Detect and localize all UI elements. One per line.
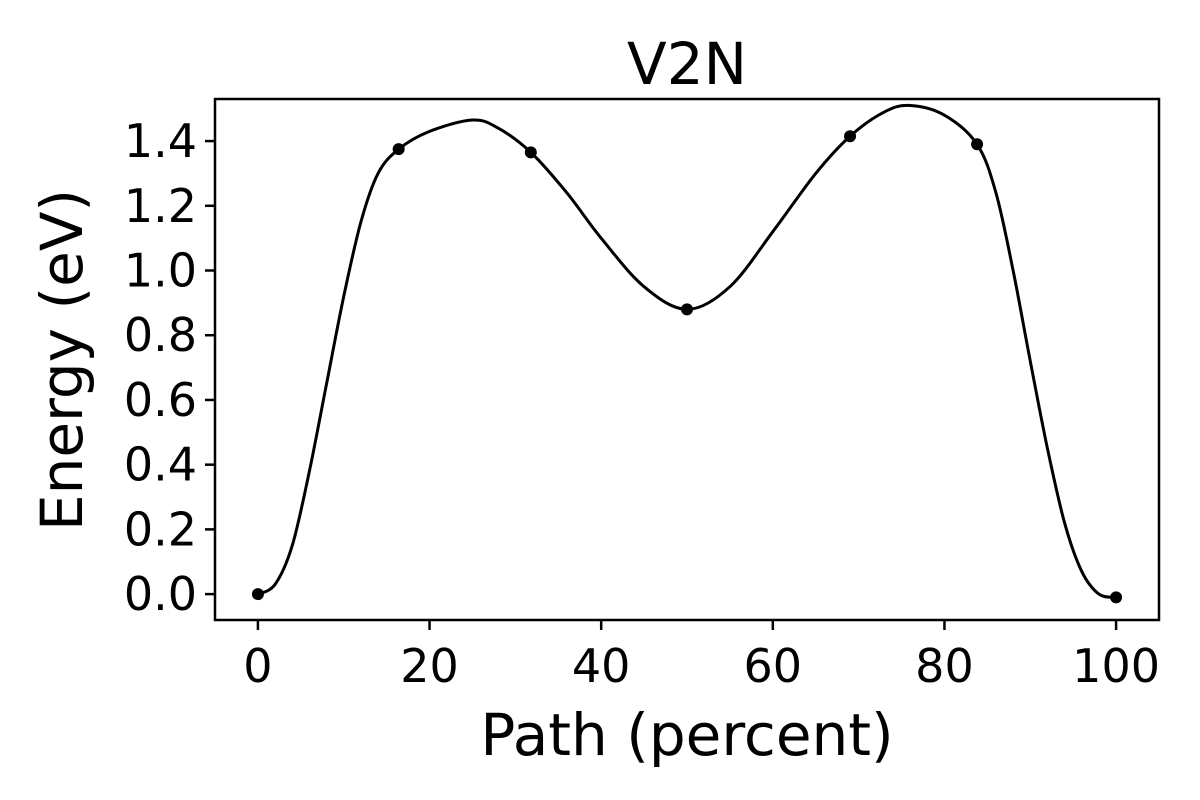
y-tick-label: 0.4 (124, 438, 197, 492)
x-tick-label: 0 (243, 639, 272, 693)
plot-frame (213, 97, 1161, 622)
x-tick-label: 80 (915, 639, 974, 693)
x-tick-label: 100 (1072, 639, 1160, 693)
y-tick-label: 0.2 (124, 502, 197, 556)
data-points (251, 130, 1123, 604)
y-axis: 0.0 0.2 0.4 0.6 0.8 1.0 1.2 1.4 (124, 114, 215, 621)
energy-curve (257, 103, 1117, 599)
chart-title: V2N (627, 30, 747, 98)
data-point (1110, 591, 1123, 604)
y-tick-label: 0.0 (124, 567, 197, 621)
y-tick-label: 0.6 (124, 373, 197, 427)
x-tick-label: 20 (400, 639, 459, 693)
y-tick-label: 1.0 (124, 244, 197, 298)
x-axis: 0 20 40 60 80 100 (243, 620, 1160, 693)
x-axis-label: Path (percent) (480, 701, 893, 769)
data-point (524, 146, 537, 159)
data-point (251, 588, 264, 601)
data-point (844, 130, 857, 143)
data-point (392, 143, 405, 156)
data-point (971, 138, 984, 151)
y-tick-label: 1.2 (124, 179, 197, 233)
y-axis-label: Energy (eV) (28, 189, 96, 531)
y-tick-label: 0.8 (124, 308, 197, 362)
y-tick-label: 1.4 (124, 114, 197, 168)
x-tick-label: 40 (572, 639, 631, 693)
data-point (681, 303, 693, 316)
x-tick-label: 60 (744, 639, 803, 693)
